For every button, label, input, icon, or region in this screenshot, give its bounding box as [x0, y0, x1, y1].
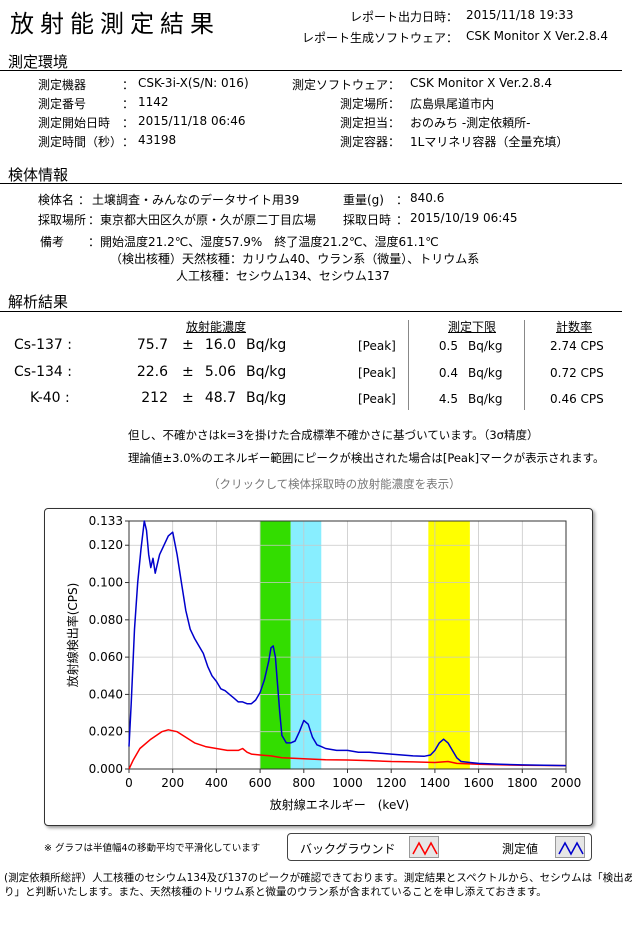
- start-label: 測定開始日時: [38, 116, 111, 130]
- container-label: 測定容器：: [339, 135, 400, 149]
- number-value: 1142: [138, 95, 169, 109]
- sample-place-value: 東京都大田区久が原・久が原二丁目広場: [100, 213, 317, 227]
- plus-minus: ±: [182, 390, 194, 406]
- nuclide-name: Cs-137 :: [14, 337, 73, 353]
- cps-value: 0.46 CPS: [550, 392, 604, 406]
- sample-date-label: 採取日時: [343, 213, 392, 227]
- sw-value: CSK Monitor X Ver.2.8.4: [410, 76, 552, 90]
- col-count-header: 計数率: [556, 320, 593, 334]
- colon: ：: [88, 235, 101, 249]
- colon: ：: [122, 97, 135, 111]
- activity-unit: Bq/kg: [246, 390, 287, 406]
- divider: [0, 183, 622, 184]
- number-label: 測定番号: [38, 97, 87, 111]
- software-value: CSK Monitor X Ver.2.8.4: [466, 29, 608, 43]
- device-label: 測定機器: [38, 78, 87, 92]
- legend-measured-swatch: [555, 836, 585, 858]
- limit-value: 4.5: [438, 392, 458, 406]
- chart-legend: バックグラウンド 測定値: [287, 833, 592, 861]
- page-title: 放射能測定結果: [10, 10, 220, 38]
- sample-name-label: 検体名: [38, 193, 75, 207]
- graph-smoothing-note: ※ グラフは半値幅4の移動平均で平滑化しています: [44, 843, 261, 854]
- note-line-1: 開始温度21.2℃、湿度57.9% 終了温度21.2℃、湿度61.1℃: [100, 235, 439, 249]
- activity-unit: Bq/kg: [246, 337, 287, 353]
- colon: ：: [396, 193, 409, 207]
- plus-minus: ±: [182, 364, 194, 380]
- weight-label: 重量(g): [343, 193, 384, 207]
- legend-background-label: バックグラウンド: [300, 842, 396, 856]
- colon: ：: [122, 78, 135, 92]
- comment-line-1: (測定依頼所総評）人工核種のセシウム134及び137のピークが確認できております…: [4, 872, 632, 884]
- cps-value: 2.74 CPS: [550, 339, 604, 353]
- limit-value: 0.5: [438, 339, 458, 353]
- limit-unit: Bq/kg: [468, 392, 503, 406]
- peak-flag: [Peak]: [358, 392, 396, 406]
- activity-value: 212: [141, 390, 168, 406]
- duration-label: 測定時間（秒）: [38, 135, 123, 149]
- device-value: CSK-3i-X(S/N: 016): [138, 76, 249, 90]
- colon: ：: [122, 135, 135, 149]
- staff-value: おのみち -測定依頼所-: [410, 116, 531, 130]
- sample-name-value: 土壌調査・みんなのデータサイト用39: [92, 193, 300, 207]
- sample-place-label: 採取場所: [38, 213, 87, 227]
- col-limit-header: 測定下限: [448, 320, 497, 334]
- cps-value: 0.72 CPS: [550, 366, 604, 380]
- note-label: 備考: [40, 235, 65, 249]
- weight-value: 840.6: [410, 191, 445, 205]
- duration-value: 43198: [138, 133, 177, 147]
- limit-unit: Bq/kg: [468, 366, 503, 380]
- column-divider: [524, 320, 525, 410]
- sw-label: 測定ソフトウェア：: [291, 78, 400, 92]
- show-sampling-activity-link[interactable]: （クリックして検体採取時の放射能濃度を表示）: [208, 477, 461, 491]
- divider: [0, 70, 622, 71]
- activity-unit: Bq/kg: [246, 364, 287, 380]
- activity-error: 5.06: [204, 364, 236, 380]
- colon: ：: [122, 116, 135, 130]
- column-divider: [408, 320, 409, 410]
- section-sample-title: 検体情報: [8, 166, 69, 184]
- peak-flag: [Peak]: [358, 339, 396, 353]
- software-label: レポート生成ソフトウェア：: [301, 31, 458, 45]
- place-label: 測定場所：: [339, 97, 400, 111]
- limit-value: 0.4: [438, 366, 458, 380]
- plus-minus: ±: [182, 337, 194, 353]
- nuclide-name: Cs-134 :: [14, 364, 73, 380]
- limit-unit: Bq/kg: [468, 339, 503, 353]
- output-time-label: レポート出力日時：: [349, 10, 458, 24]
- activity-value: 22.6: [136, 364, 168, 380]
- note-line-2: （検出核種）天然核種：カリウム40、ウラン系（微量）、トリウム系: [110, 252, 480, 266]
- activity-error: 48.7: [204, 390, 236, 406]
- place-value: 広島県尾道市内: [410, 97, 495, 111]
- staff-label: 測定担当：: [339, 116, 400, 130]
- legend-background-swatch: [409, 836, 439, 858]
- uncertainty-note: 但し、不確かさはk=3を掛けた合成標準不確かさに基づいています。（3σ精度）: [128, 428, 539, 442]
- col-activity-header: 放射能濃度: [186, 320, 247, 334]
- peak-note: 理論値±3.0%のエネルギー範囲にピークが検出された場合は[Peak]マークが表…: [128, 451, 605, 465]
- activity-value: 75.7: [136, 337, 168, 353]
- colon: ：: [396, 213, 409, 227]
- legend-measured-label: 測定値: [502, 842, 539, 856]
- peak-flag: [Peak]: [358, 366, 396, 380]
- colon: ：: [88, 213, 101, 227]
- comment-line-2: り」と判断いたします。また、天然核種のトリウム系と微量のウラン系が含まれているこ…: [4, 886, 547, 898]
- output-time-value: 2015/11/18 19:33: [466, 8, 574, 22]
- note-line-3: 人工核種：セシウム134、セシウム137: [176, 269, 390, 283]
- activity-error: 16.0: [204, 337, 236, 353]
- section-analysis-title: 解析結果: [8, 293, 69, 311]
- colon: ：: [78, 193, 91, 207]
- nuclide-name: K-40 :: [30, 390, 70, 406]
- container-value: 1Lマリネリ容器（全量充填）: [410, 135, 569, 149]
- start-value: 2015/11/18 06:46: [138, 114, 246, 128]
- sample-date-value: 2015/10/19 06:45: [410, 211, 518, 225]
- spectrum-chart-frame: [44, 508, 593, 826]
- section-env-title: 測定環境: [8, 53, 69, 71]
- divider: [0, 311, 622, 312]
